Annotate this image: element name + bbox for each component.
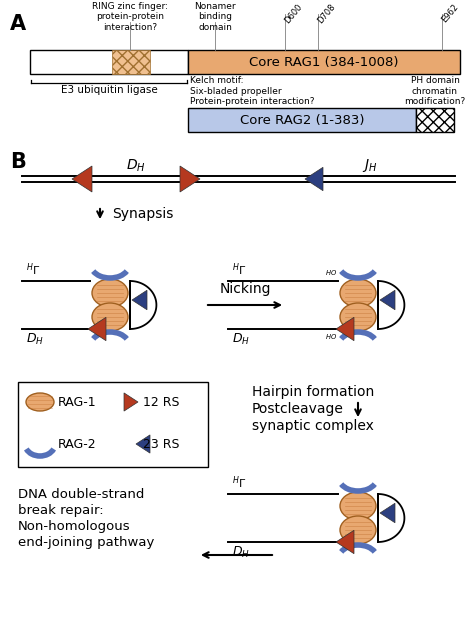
Text: A: A [10,14,26,34]
Text: 12 RS: 12 RS [143,395,180,408]
Bar [188,108,416,132]
Text: D600: D600 [283,2,304,25]
Text: $J_H$: $J_H$ [362,157,378,174]
Text: Nonamer
binding
domain: Nonamer binding domain [194,2,236,32]
Text: B: B [10,152,26,172]
Text: DNA double-strand
break repair:
Non-homologous
end-joining pathway: DNA double-strand break repair: Non-homo… [18,488,155,549]
Ellipse shape [340,303,376,331]
Text: 23 RS: 23 RS [143,437,180,451]
Bar [30,50,188,74]
Text: RING zinc finger:
protein-protein
interaction?: RING zinc finger: protein-protein intera… [92,2,168,32]
Text: $_{HO}$: $_{HO}$ [325,268,337,278]
Text: RAG-2: RAG-2 [58,437,97,451]
Bar [18,382,208,467]
Text: Kelch motif:
Six-bladed propeller
Protein-protein interaction?: Kelch motif: Six-bladed propeller Protei… [190,76,315,106]
Polygon shape [132,290,147,310]
Text: $D_H$: $D_H$ [126,158,146,174]
Ellipse shape [340,492,376,520]
Polygon shape [305,167,323,191]
Polygon shape [180,166,200,192]
Text: E962: E962 [440,2,460,24]
Ellipse shape [92,303,128,331]
Bar [112,50,150,74]
Text: Hairpin formation
Postcleavage
synaptic complex: Hairpin formation Postcleavage synaptic … [252,385,374,433]
Ellipse shape [26,393,54,411]
Polygon shape [336,317,354,341]
Text: Synapsis: Synapsis [112,207,173,221]
Polygon shape [124,393,138,411]
Bar [188,50,460,74]
Text: Core RAG2 (1-383): Core RAG2 (1-383) [240,113,364,126]
Text: $^H\Gamma$: $^H\Gamma$ [26,261,40,278]
Bar [416,108,454,132]
Ellipse shape [340,516,376,544]
Text: $^H\Gamma$: $^H\Gamma$ [232,475,246,491]
Text: Core RAG1 (384-1008): Core RAG1 (384-1008) [249,55,399,68]
Text: E3 ubiquitin ligase: E3 ubiquitin ligase [61,85,157,95]
Polygon shape [380,503,395,523]
Text: $^H\Gamma$: $^H\Gamma$ [232,261,246,278]
Polygon shape [336,530,354,554]
Text: RAG-1: RAG-1 [58,395,97,408]
Text: PH domain
chromatin
modification?: PH domain chromatin modification? [404,76,465,106]
Polygon shape [72,166,92,192]
Text: $D_H$: $D_H$ [232,545,250,560]
Polygon shape [136,435,150,453]
Polygon shape [380,290,395,310]
Ellipse shape [92,279,128,307]
Text: $_{HO}$: $_{HO}$ [325,332,337,342]
Text: Nicking: Nicking [219,282,271,296]
Text: $D_H$: $D_H$ [26,332,44,347]
Text: D708: D708 [316,2,337,25]
Polygon shape [88,317,106,341]
Text: $D_H$: $D_H$ [232,332,250,347]
Ellipse shape [340,279,376,307]
